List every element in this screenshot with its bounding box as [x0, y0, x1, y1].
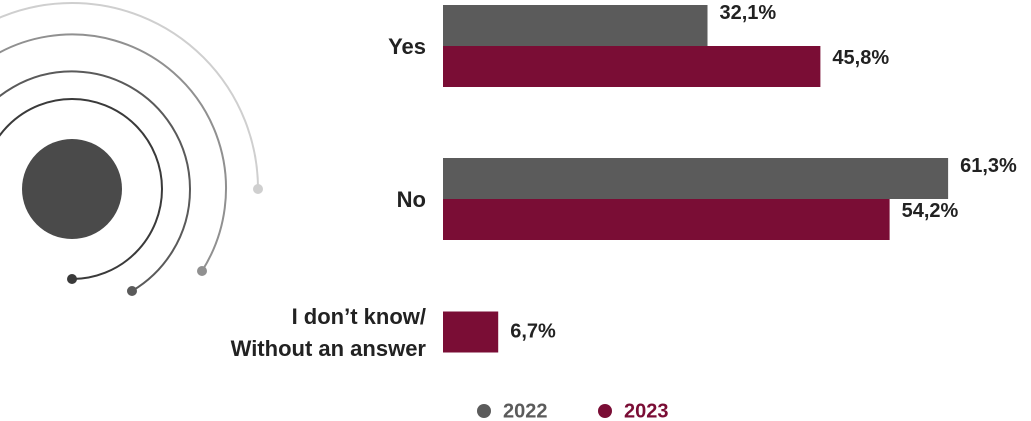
value-label: 45,8% — [832, 47, 889, 69]
category-label: I don’t know/ Without an answer — [230, 304, 426, 361]
bar — [443, 5, 708, 46]
legend-label: 2023 — [624, 400, 669, 421]
bar — [443, 311, 499, 353]
bar — [443, 46, 821, 87]
value-label: 54,2% — [902, 200, 959, 222]
value-label: 6,7% — [510, 320, 556, 342]
bar — [443, 158, 949, 199]
category-label: No — [396, 187, 426, 212]
category-label: Yes — [388, 34, 426, 59]
value-label: 61,3% — [960, 155, 1017, 177]
value-label: 32,1% — [720, 2, 777, 24]
legend-marker — [598, 404, 612, 418]
decoration — [0, 2, 263, 296]
bar — [443, 199, 890, 240]
legend-marker — [477, 404, 491, 418]
legend-label: 2022 — [503, 400, 548, 421]
